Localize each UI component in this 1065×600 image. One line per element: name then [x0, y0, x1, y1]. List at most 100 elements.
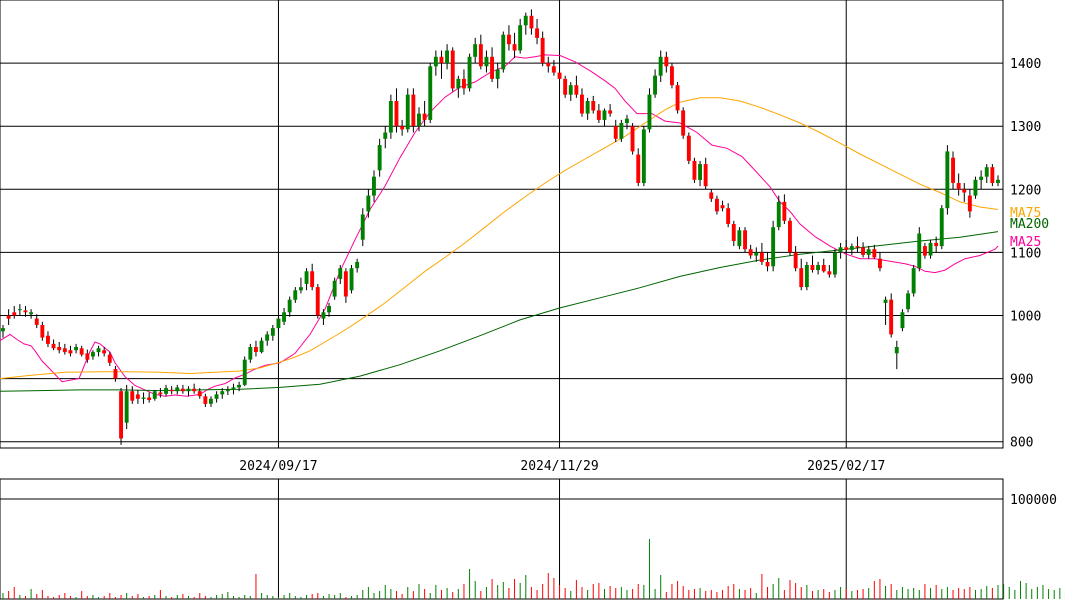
candle-body	[900, 312, 905, 329]
candle-body	[709, 192, 714, 199]
candle-body	[793, 252, 798, 269]
candle-body	[490, 56, 494, 79]
candle-body	[237, 384, 241, 388]
price-tick-label: 1100	[1010, 246, 1041, 261]
volume-axis-labels: 100000	[1010, 493, 1057, 508]
candle-body	[388, 101, 393, 133]
candle-body	[715, 198, 719, 212]
price-tick-label: 1000	[1010, 309, 1041, 324]
candle-body	[417, 113, 421, 127]
candle-body	[917, 233, 922, 269]
candle-body	[765, 261, 770, 267]
candle-body	[866, 249, 871, 255]
candle-body	[641, 129, 646, 183]
candle-body	[46, 335, 50, 344]
price-axis-labels: 800 900 1000 1100 1200 1300 1400	[1010, 57, 1041, 451]
candle-body	[608, 110, 613, 114]
candle-body	[91, 352, 95, 357]
candle-body	[96, 348, 101, 353]
candle-body	[57, 347, 62, 351]
candle-body	[349, 268, 354, 291]
candle-body	[428, 66, 433, 120]
candle-body	[29, 312, 33, 315]
candle-body	[383, 132, 388, 139]
candle-body	[248, 347, 253, 360]
candle-body	[557, 72, 562, 79]
candle-body	[951, 157, 955, 183]
candle-body	[743, 230, 747, 250]
candle-body	[40, 325, 45, 338]
volume-panel	[0, 478, 1004, 600]
legend-ma25: MA25	[1010, 235, 1041, 250]
candle-body	[551, 66, 556, 73]
candle-body	[130, 391, 135, 401]
candle-body	[670, 66, 674, 86]
candle-body	[692, 160, 697, 180]
candle-body	[658, 56, 663, 76]
candle-body	[507, 34, 511, 45]
candle-body	[535, 28, 539, 38]
candle-body	[636, 154, 641, 183]
candle-body	[563, 78, 568, 95]
candle-body	[74, 347, 78, 351]
candle-body	[911, 268, 916, 294]
candle-body	[625, 118, 629, 123]
candle-body	[68, 350, 73, 354]
candle-body	[242, 359, 247, 385]
candle-body	[124, 391, 129, 423]
price-panel	[0, 0, 1004, 449]
candle-body	[540, 37, 545, 64]
candle-body	[293, 290, 298, 300]
candle-body	[630, 126, 635, 152]
candle-body	[838, 247, 843, 253]
candle-body	[686, 135, 691, 161]
price-tick-label: 1300	[1010, 120, 1041, 135]
candle-body	[214, 394, 219, 399]
candle-body	[169, 389, 174, 392]
candle-body	[209, 398, 213, 404]
candle-body	[119, 391, 123, 439]
candle-body	[771, 227, 776, 267]
candle-body	[192, 388, 197, 392]
candle-body	[973, 179, 978, 196]
date-tick-label: 2025/02/17	[807, 459, 885, 474]
candle-body	[647, 94, 652, 130]
candle-body	[315, 287, 320, 316]
candle-body	[147, 397, 152, 400]
candle-body	[518, 25, 523, 51]
candle-body	[495, 69, 500, 79]
candle-body	[574, 85, 579, 95]
candle-body	[501, 34, 506, 70]
candle-body	[889, 299, 894, 335]
candle-body	[405, 94, 410, 130]
candle-body	[945, 151, 950, 209]
candle-body	[804, 265, 809, 288]
price-tick-label: 900	[1010, 373, 1033, 388]
candle-body	[225, 389, 230, 392]
candle-body	[259, 340, 264, 353]
candle-body	[6, 315, 11, 319]
candle-body	[782, 201, 787, 221]
candle-body	[197, 391, 202, 397]
volume-tick-label: 100000	[1010, 493, 1057, 508]
candle-body	[186, 388, 191, 392]
candle-body	[433, 56, 438, 67]
candle-body	[523, 15, 528, 26]
candle-body	[810, 265, 815, 270]
candle-body	[529, 15, 534, 29]
candle-body	[923, 246, 927, 256]
candle-body	[203, 396, 208, 404]
candle-body	[265, 334, 270, 341]
candle-body	[445, 50, 449, 64]
candle-body	[113, 369, 118, 379]
candle-body	[135, 394, 140, 399]
candle-body	[934, 242, 939, 247]
candle-body	[821, 265, 826, 272]
candle-body	[759, 252, 764, 262]
candle-body	[878, 258, 882, 269]
price-tick-label: 1200	[1010, 183, 1041, 198]
candle-body	[254, 347, 258, 352]
candle-body	[675, 85, 680, 111]
